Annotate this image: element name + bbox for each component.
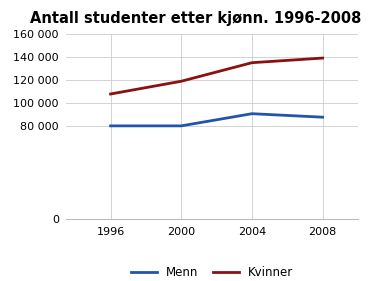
Line: Kvinner: Kvinner (111, 58, 323, 94)
Menn (179, 124, 183, 128)
Kvinner (108, 92, 113, 96)
Text: Antall studenter etter kjønn. 1996-2008: Antall studenter etter kjønn. 1996-2008 (30, 11, 361, 26)
Menn (320, 115, 325, 119)
Kvinner (320, 56, 325, 60)
Kvinner (250, 61, 254, 64)
Line: Menn: Menn (111, 114, 323, 126)
Menn (250, 112, 254, 115)
Kvinner (179, 80, 183, 83)
Menn (108, 124, 113, 128)
Legend: Menn, Kvinner: Menn, Kvinner (131, 266, 293, 279)
